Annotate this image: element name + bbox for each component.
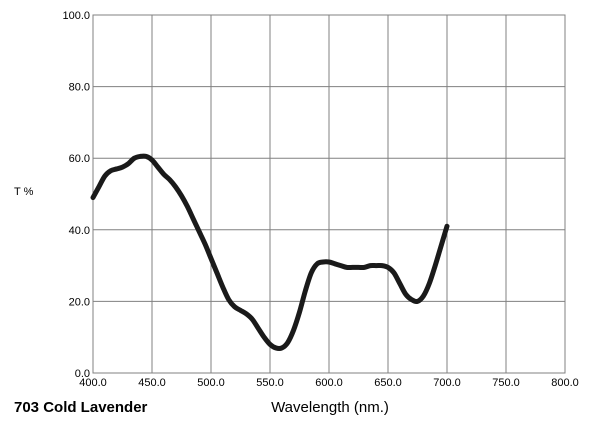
x-tick-label: 700.0: [433, 377, 461, 389]
x-tick-label: 800.0: [551, 377, 579, 389]
tick-labels: 400.0 450.0 500.0 550.0 600.0 650.0 700.0 750.0…: [62, 10, 578, 389]
y-tick-label: 100.0: [62, 10, 90, 22]
x-tick-label: 650.0: [374, 377, 402, 389]
grid: [92, 14, 566, 374]
x-tick-label: 600.0: [315, 377, 343, 389]
x-tick-label: 500.0: [197, 377, 225, 389]
x-tick-label: 550.0: [256, 377, 284, 389]
chart-title: 703 Cold Lavender: [14, 399, 148, 416]
y-tick-label: 0.0: [75, 368, 90, 380]
x-tick-label: 750.0: [492, 377, 520, 389]
y-axis-label: T %: [14, 186, 34, 198]
y-tick-label: 20.0: [69, 296, 90, 308]
series-line-transmission: [90, 153, 450, 351]
y-tick-label: 80.0: [69, 82, 90, 94]
x-tick-label: 400.0: [79, 377, 107, 389]
y-tick-label: 40.0: [69, 225, 90, 237]
y-tick-label: 60.0: [69, 153, 90, 165]
x-tick-label: 450.0: [138, 377, 166, 389]
x-axis-label: Wavelength (nm.): [271, 399, 389, 416]
